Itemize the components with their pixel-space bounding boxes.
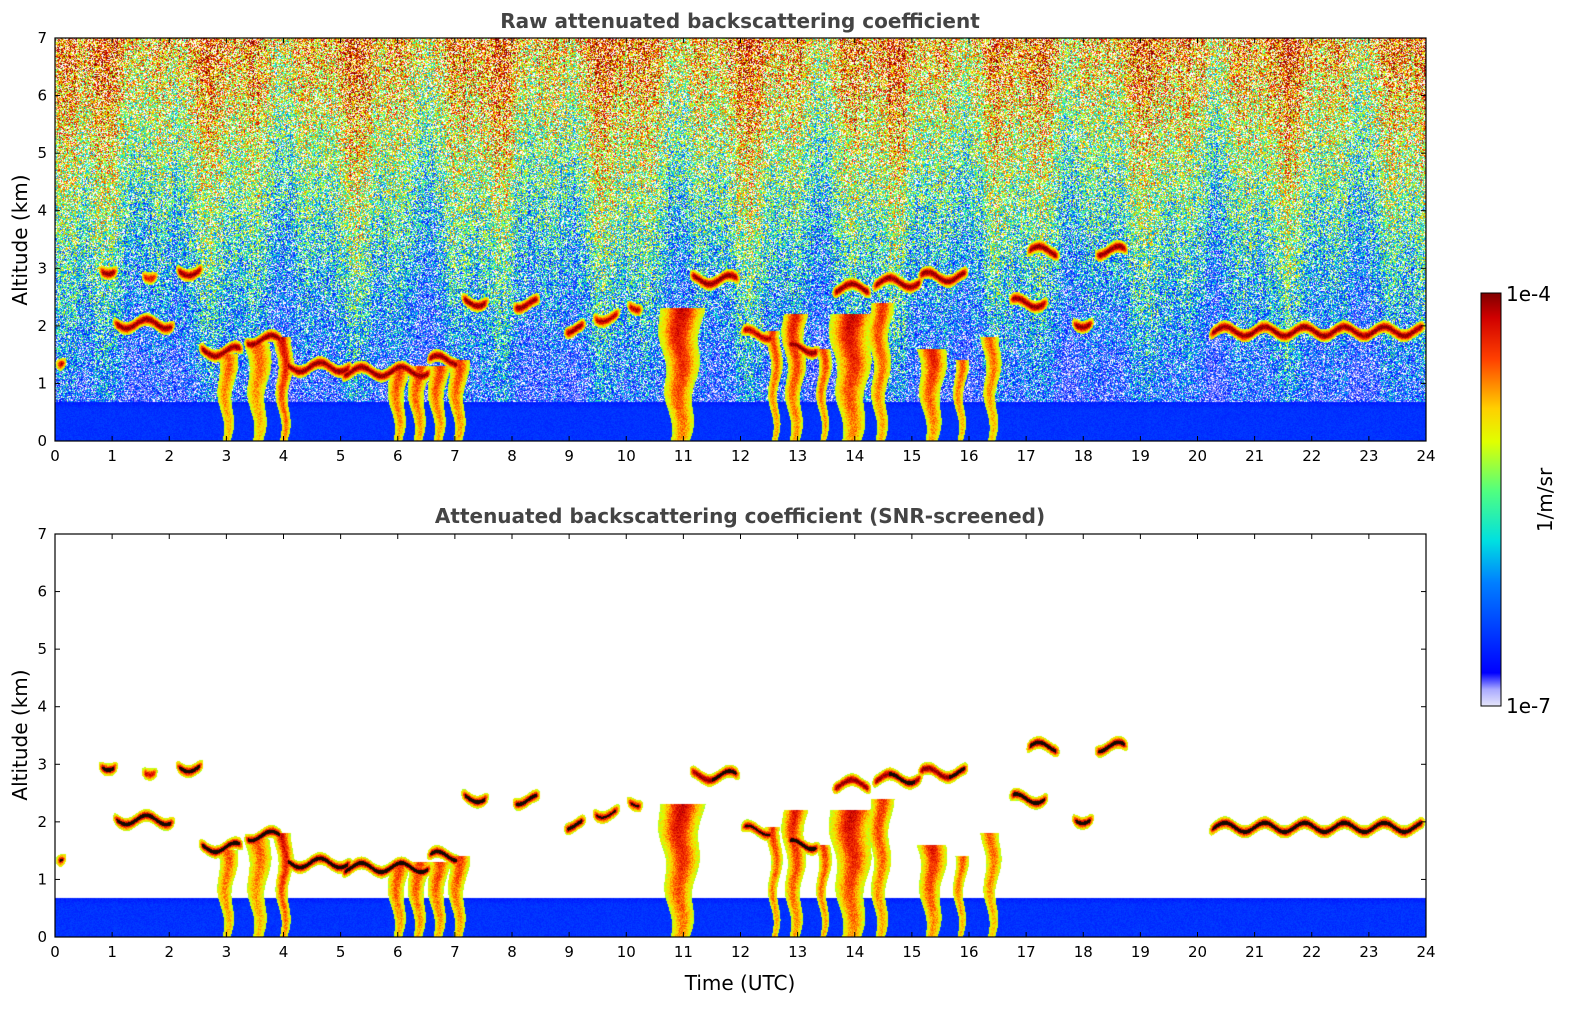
colorbar-min-label: 1e-7 [1506,694,1551,718]
y-tick-label: 6 [37,583,47,601]
bottom-panel-title: Attenuated backscattering coefficient (S… [435,504,1045,528]
top-y-axis: 0 1 2 3 4 5 6 7 [37,29,1426,450]
y-tick-label: 1 [37,374,47,392]
bottom-panel-plot: 0 1 2 3 4 5 6 7 8 9 10 11 12 13 14 15 16 17 18 19 20 21 22 23 24… [37,525,1435,961]
x-tick-label: 15 [902,447,921,465]
colorbar-unit-label: 1/m/sr [1533,467,1557,532]
colorbar-max-label: 1e-4 [1506,282,1551,306]
x-tick-label: 18 [1074,943,1093,961]
x-tick-label: 15 [902,943,921,961]
x-tick-label: 13 [788,943,807,961]
x-tick-label: 22 [1302,447,1321,465]
x-tick-label: 14 [845,447,864,465]
x-tick-label: 7 [450,447,460,465]
y-tick-label: 4 [37,698,47,716]
x-tick-label: 4 [279,447,289,465]
x-tick-label: 19 [1131,447,1150,465]
y-tick-label: 2 [37,813,47,831]
x-tick-label: 16 [959,447,978,465]
x-tick-label: 2 [164,447,174,465]
colorbar-bar [1480,292,1502,707]
x-tick-label: 1 [107,447,117,465]
x-tick-label: 23 [1359,943,1378,961]
y-tick-label: 4 [37,202,47,220]
x-tick-label: 21 [1245,447,1264,465]
x-tick-label: 17 [1017,943,1036,961]
bottom-heatmap-canvas [55,534,1426,937]
y-tick-label: 2 [37,317,47,335]
x-tick-label: 19 [1131,943,1150,961]
x-tick-label: 10 [617,447,636,465]
x-tick-label: 5 [336,943,346,961]
x-tick-label: 20 [1188,943,1207,961]
x-tick-label: 16 [959,943,978,961]
x-tick-label: 22 [1302,943,1321,961]
x-tick-label: 9 [564,447,574,465]
x-tick-label: 17 [1017,447,1036,465]
top-y-axis-label: Altitude (km) [8,174,32,305]
x-axis-label: Time (UTC) [684,971,796,995]
bottom-y-axis: 0 1 2 3 4 5 6 7 [37,525,1426,946]
x-tick-label: 20 [1188,447,1207,465]
x-tick-label: 24 [1416,943,1435,961]
x-tick-label: 10 [617,943,636,961]
bottom-y-axis-label: Altitude (km) [8,669,32,800]
x-tick-label: 8 [507,943,517,961]
x-tick-label: 2 [164,943,174,961]
x-tick-label: 4 [279,943,289,961]
top-panel-plot: 0 1 2 3 4 5 6 7 8 9 10 11 12 13 14 15 16 17 18 19 20 21 22 23 24… [37,29,1435,465]
colorbar: 1e-4 1e-7 1/m/sr [1480,282,1557,718]
x-tick-label: 13 [788,447,807,465]
x-tick-label: 0 [50,447,60,465]
bottom-x-axis: 0 1 2 3 4 5 6 7 8 9 10 11 12 13 14 15 16 17 18 19 20 21 22 23 24 [50,534,1436,961]
x-tick-label: 24 [1416,447,1435,465]
x-tick-label: 23 [1359,447,1378,465]
x-tick-label: 6 [393,943,403,961]
x-tick-label: 12 [731,447,750,465]
x-tick-label: 3 [222,943,232,961]
x-tick-label: 12 [731,943,750,961]
x-tick-label: 8 [507,447,517,465]
y-tick-label: 5 [37,144,47,162]
y-tick-label: 3 [37,755,47,773]
y-tick-label: 1 [37,870,47,888]
x-tick-label: 7 [450,943,460,961]
x-tick-label: 9 [564,943,574,961]
x-tick-label: 6 [393,447,403,465]
x-tick-label: 14 [845,943,864,961]
y-tick-label: 7 [37,29,47,47]
x-tick-label: 11 [674,943,693,961]
x-tick-label: 3 [222,447,232,465]
y-tick-label: 7 [37,525,47,543]
top-x-axis: 0 1 2 3 4 5 6 7 8 9 10 11 12 13 14 15 16 17 18 19 20 21 22 23 24 [50,38,1436,465]
x-tick-label: 5 [336,447,346,465]
x-tick-label: 0 [50,943,60,961]
y-tick-label: 5 [37,640,47,658]
x-tick-label: 18 [1074,447,1093,465]
x-tick-label: 1 [107,943,117,961]
y-tick-label: 6 [37,87,47,105]
y-tick-label: 0 [37,432,47,450]
y-tick-label: 0 [37,928,47,946]
top-panel-title: Raw attenuated backscattering coefficien… [500,9,980,33]
x-tick-label: 21 [1245,943,1264,961]
y-tick-label: 3 [37,259,47,277]
x-tick-label: 11 [674,447,693,465]
top-heatmap-canvas [55,38,1426,441]
